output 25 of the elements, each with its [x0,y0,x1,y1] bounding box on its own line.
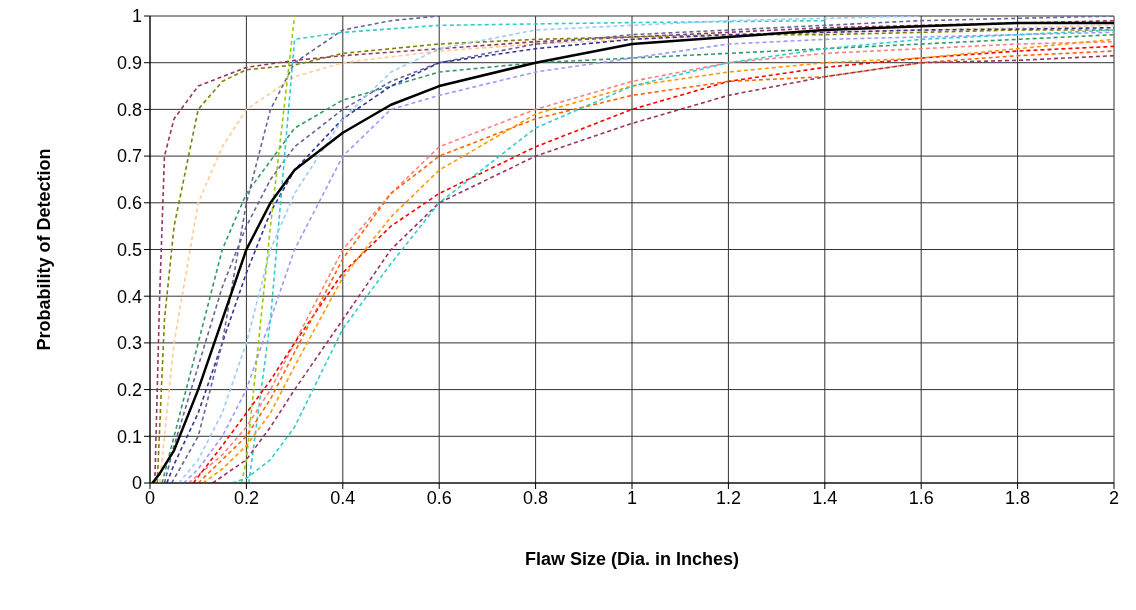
x-tick-label: 0.4 [330,487,356,508]
y-tick-label: 0 [131,473,142,494]
x-tick-label: 0.2 [233,487,259,508]
line-series [240,16,296,483]
y-tick-label: 0.5 [116,239,142,260]
x-tick-label: 0.6 [426,487,452,508]
x-tick-label: 1.8 [1005,487,1031,508]
y-tick-label: 0.8 [116,99,142,120]
x-tick-label: 1.4 [812,487,838,508]
y-tick-label: 0.1 [116,426,142,447]
y-tick-label: 1 [131,6,142,27]
x-tick-label: 1.6 [908,487,934,508]
x-tick-label: 1.2 [715,487,741,508]
y-tick-label: 0.2 [116,379,142,400]
y-tick-label: 0.4 [116,286,142,307]
y-tick-label: 0.9 [116,53,142,74]
x-tick-label: 2 [1108,487,1120,508]
x-tick-label: 0.8 [523,487,549,508]
x-tick-label: 0 [144,487,156,508]
x-tick-label: 1 [626,487,638,508]
y-tick-label: 0.6 [116,193,142,214]
y-axis-title: Probability of Detection [34,148,55,351]
y-tick-label: 0.3 [116,333,142,354]
x-axis-title: Flaw Size (Dia. in Inches) [524,549,740,569]
y-tick-label: 0.7 [116,146,142,167]
